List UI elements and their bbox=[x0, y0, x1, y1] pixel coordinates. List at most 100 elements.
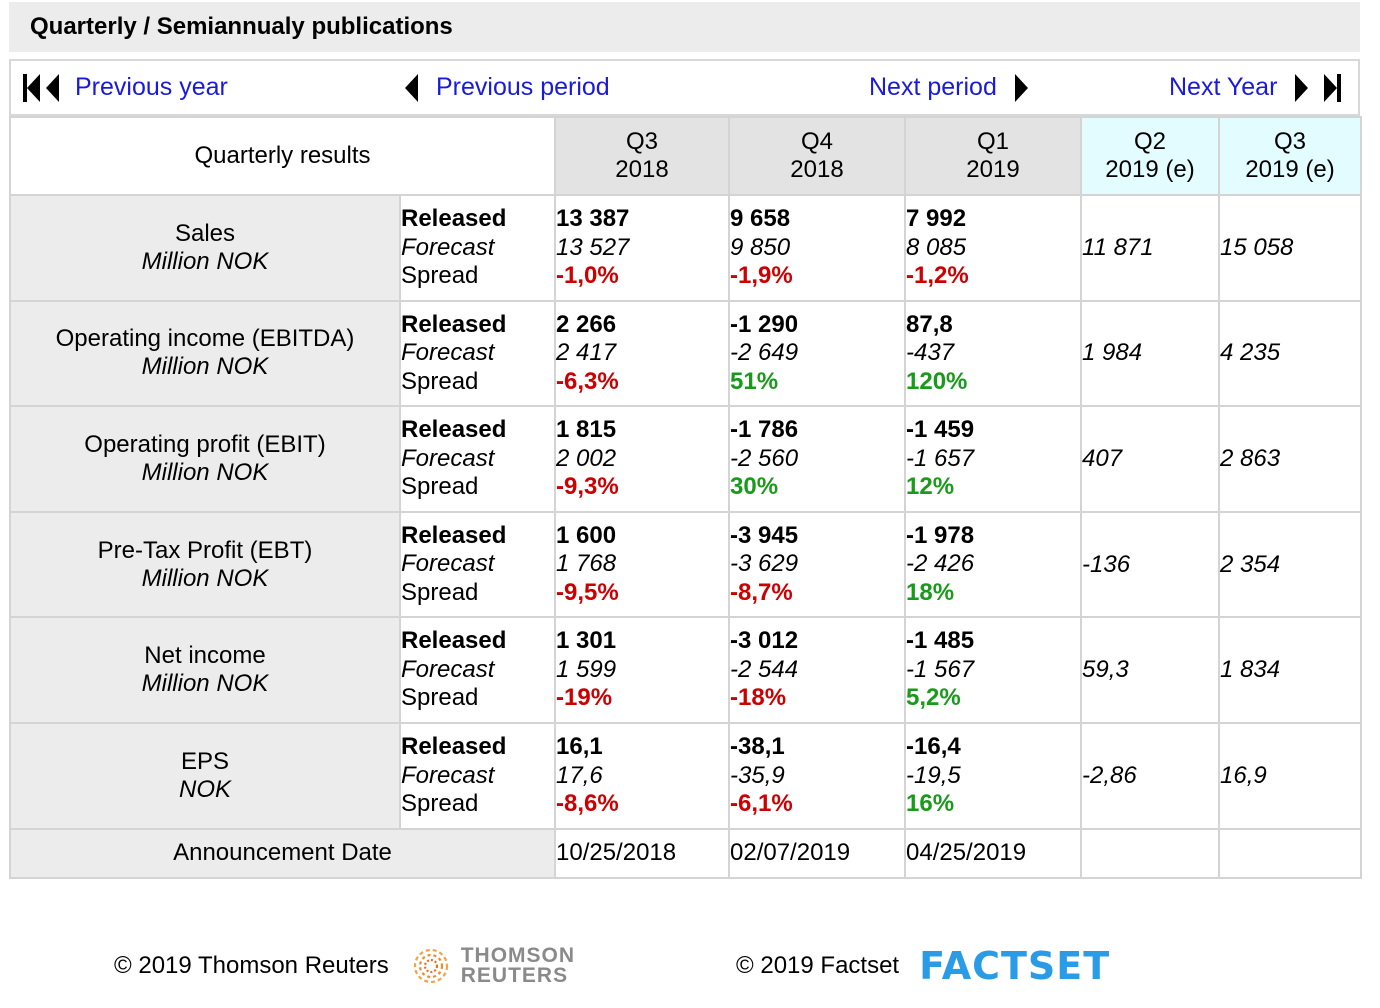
estimate-value: 1 984 bbox=[1080, 299, 1220, 408]
previous-period-label: Previous period bbox=[436, 73, 610, 101]
factset-credit: © 2019 Factset FACTSET bbox=[736, 940, 1110, 992]
released-value: -38,1 bbox=[730, 733, 785, 761]
announcement-date bbox=[1218, 827, 1362, 879]
forecast-value: 17,6 bbox=[556, 761, 603, 789]
released-value: 13 387 bbox=[556, 205, 630, 233]
page-title: Quarterly / Semiannualy publications bbox=[9, 2, 1360, 52]
spread-value: -19% bbox=[556, 684, 613, 712]
spread-value: -8,6% bbox=[556, 790, 619, 818]
spread-value: 51% bbox=[730, 367, 779, 395]
forecast-label: Forecast bbox=[401, 233, 495, 261]
metric-unit: Million NOK bbox=[141, 670, 269, 698]
period-header: Q1 2019 bbox=[904, 116, 1082, 196]
forecast-value: -35,9 bbox=[730, 761, 785, 789]
next-year-link[interactable]: Next Year bbox=[1169, 61, 1342, 114]
spread-label: Spread bbox=[401, 684, 479, 712]
spread-value: -9,5% bbox=[556, 578, 619, 606]
metric-name: EPS bbox=[180, 747, 230, 775]
previous-year-label: Previous year bbox=[75, 73, 228, 101]
forecast-value: -2 426 bbox=[906, 550, 975, 578]
metric-unit: NOK bbox=[178, 775, 231, 803]
period-header: Q4 2018 bbox=[728, 116, 906, 196]
estimate-value: 1 834 bbox=[1218, 616, 1362, 724]
next-period-label: Next period bbox=[869, 73, 997, 101]
period-quarter: Q3 bbox=[1273, 128, 1306, 155]
estimate-value: 2 863 bbox=[1218, 405, 1362, 513]
spread-value: 5,2% bbox=[906, 684, 961, 712]
estimate-value: 11 871 bbox=[1080, 194, 1220, 302]
spread-value: 120% bbox=[906, 367, 968, 395]
previous-year-link[interactable]: Previous year bbox=[23, 61, 228, 114]
announcement-date-label: Announcement Date bbox=[9, 827, 556, 879]
table-row: Operating profit (EBIT) Million NOK Releas… bbox=[9, 405, 1362, 513]
thomson-reuters-credit: © 2019 Thomson Reuters THOMSON REUTERS bbox=[114, 940, 575, 992]
table-row: Sales Million NOK Released Forecast Spread 13… bbox=[9, 194, 1362, 302]
spread-value: -1,9% bbox=[730, 262, 793, 290]
period-quarter: Q2 bbox=[1133, 128, 1166, 155]
spread-value: -6,1% bbox=[730, 790, 793, 818]
announcement-date bbox=[1080, 827, 1220, 879]
estimate-value: 407 bbox=[1080, 405, 1220, 513]
table-row: Net income Million NOK Released Forecast Spr… bbox=[9, 616, 1362, 724]
next-period-link[interactable]: Next period bbox=[869, 61, 1028, 114]
metric-label: Sales Million NOK bbox=[9, 194, 401, 302]
estimate-value: 2 354 bbox=[1218, 510, 1362, 619]
table-row: Pre-Tax Profit (EBT) Million NOK Released F… bbox=[9, 510, 1362, 619]
released-value: -3 012 bbox=[730, 627, 799, 655]
estimate-value: -136 bbox=[1080, 510, 1220, 619]
period-year: 2019 bbox=[966, 156, 1020, 183]
released-value: 1 301 bbox=[556, 627, 617, 655]
row-kind-labels: Released Forecast Spread bbox=[399, 194, 556, 302]
result-cell: -1 459 -1 657 12% bbox=[904, 405, 1082, 513]
released-value: -1 459 bbox=[906, 416, 975, 444]
table-row: Operating income (EBITDA) Million NOK Rele… bbox=[9, 299, 1362, 408]
released-label: Released bbox=[401, 416, 507, 444]
previous-period-link[interactable]: Previous period bbox=[405, 61, 610, 114]
forecast-value: -1 657 bbox=[906, 444, 975, 472]
metric-label: Operating profit (EBIT) Million NOK bbox=[9, 405, 401, 513]
thomson-logo-word-1: THOMSON bbox=[460, 944, 576, 967]
forecast-value: 13 527 bbox=[556, 233, 630, 261]
released-label: Released bbox=[401, 627, 507, 655]
metric-name: Pre-Tax Profit (EBT) bbox=[97, 536, 313, 564]
spread-label: Spread bbox=[401, 367, 479, 395]
forecast-value: 2 417 bbox=[556, 339, 617, 367]
metric-label: Net income Million NOK bbox=[9, 616, 401, 724]
released-value: -1 978 bbox=[906, 521, 975, 549]
period-header: Q3 2019 (e) bbox=[1218, 116, 1362, 196]
caret-left-icon bbox=[27, 73, 40, 102]
result-cell: -38,1 -35,9 -6,1% bbox=[728, 721, 906, 830]
released-value: 1 815 bbox=[556, 416, 617, 444]
released-value: 1 600 bbox=[556, 521, 617, 549]
released-value: -1 786 bbox=[730, 416, 799, 444]
forecast-value: 8 085 bbox=[906, 233, 967, 261]
forecast-value: -437 bbox=[906, 339, 955, 367]
forecast-label: Forecast bbox=[401, 550, 495, 578]
row-kind-labels: Released Forecast Spread bbox=[399, 299, 556, 408]
forecast-value: -3 629 bbox=[730, 550, 799, 578]
forecast-value: 9 850 bbox=[730, 233, 791, 261]
row-kind-labels: Released Forecast Spread bbox=[399, 405, 556, 513]
metric-unit: Million NOK bbox=[141, 564, 269, 592]
forecast-value: -19,5 bbox=[906, 761, 961, 789]
thomson-reuters-orb-icon bbox=[413, 948, 448, 984]
result-cell: -1 786 -2 560 30% bbox=[728, 405, 906, 513]
thomson-reuters-logo: THOMSON REUTERS bbox=[411, 944, 576, 986]
forecast-value: -1 567 bbox=[906, 655, 975, 683]
row-kind-labels: Released Forecast Spread bbox=[399, 721, 556, 830]
spread-value: -8,7% bbox=[730, 578, 793, 606]
quarterly-results-table: Quarterly results Q3 2018 Q4 2018 Q1 2019 Q2 201… bbox=[9, 116, 1362, 879]
forecast-value: -2 560 bbox=[730, 444, 799, 472]
spread-label: Spread bbox=[401, 473, 479, 501]
spread-value: 12% bbox=[906, 473, 955, 501]
spread-value: 18% bbox=[906, 578, 955, 606]
metric-label: Operating income (EBITDA) Million NOK bbox=[9, 299, 401, 408]
estimate-value: 59,3 bbox=[1080, 616, 1220, 724]
result-cell: 1 301 1 599 -19% bbox=[554, 616, 730, 724]
announcement-date: 10/25/2018 bbox=[554, 827, 730, 879]
metric-unit: Million NOK bbox=[141, 353, 269, 381]
result-cell: -1 290 -2 649 51% bbox=[728, 299, 906, 408]
factset-logo: FACTSET bbox=[919, 944, 1111, 988]
result-cell: -1 485 -1 567 5,2% bbox=[904, 616, 1082, 724]
released-label: Released bbox=[401, 205, 507, 233]
